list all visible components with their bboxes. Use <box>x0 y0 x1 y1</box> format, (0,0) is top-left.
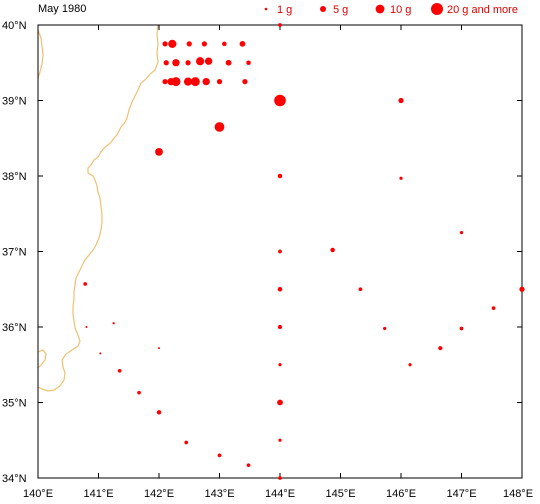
catch-marker <box>246 463 251 468</box>
catch-marker <box>383 326 387 331</box>
catch-marker <box>204 57 213 65</box>
catch-marker <box>408 363 412 367</box>
catch-marker <box>278 438 282 442</box>
catch-marker <box>399 176 403 180</box>
catch-marker <box>277 399 283 406</box>
catch-marker <box>278 476 282 480</box>
coastline-bay <box>37 349 47 369</box>
catch-marker <box>201 41 207 47</box>
legend-marker-5g <box>320 6 326 12</box>
y-tick-label: 38°N <box>2 171 27 183</box>
catch-marker <box>171 77 181 87</box>
legend-label-20g: 20 g and more <box>447 4 518 16</box>
x-tick-label: 146°E <box>386 488 416 500</box>
catch-marker <box>186 41 192 47</box>
catch-marker <box>398 97 404 104</box>
catch-marker <box>196 57 205 66</box>
catch-marker <box>217 453 222 458</box>
coastline <box>37 24 159 392</box>
x-tick-label: 148°E <box>503 488 533 500</box>
catch-marker <box>278 249 282 254</box>
x-tick-label: 141°E <box>83 488 113 500</box>
catch-marker <box>358 287 363 292</box>
catch-marker <box>278 23 282 27</box>
catch-marker <box>459 231 464 235</box>
legend: 1 g 5 g 10 g 20 g and more <box>264 3 518 16</box>
catch-marker <box>222 41 227 47</box>
catch-marker <box>163 60 169 66</box>
catch-marker <box>214 122 225 132</box>
catch-marker <box>162 79 168 85</box>
coastline-north <box>37 29 44 79</box>
catch-marker <box>117 368 122 373</box>
catch-marker <box>278 363 282 367</box>
legend-marker-20g <box>431 3 443 15</box>
catch-marker <box>239 40 246 47</box>
catch-marker <box>491 306 496 310</box>
catch-marker <box>112 322 115 325</box>
catch-marker <box>83 282 88 286</box>
catch-marker <box>172 59 180 67</box>
catch-marker <box>202 77 210 86</box>
catch-marker <box>184 440 189 445</box>
catch-marker <box>459 326 464 331</box>
catch-marker <box>183 77 193 86</box>
legend-marker-1g <box>264 7 268 11</box>
catch-marker <box>330 247 335 253</box>
catch-marker <box>155 147 163 156</box>
legend-label-5g: 5 g <box>333 4 348 16</box>
x-tick-label: 142°E <box>144 488 174 500</box>
catch-marker <box>277 173 283 179</box>
x-tick-label: 140°E <box>23 488 53 500</box>
y-tick-label: 40°N <box>2 20 27 32</box>
catch-marker <box>274 94 286 107</box>
y-tick-label: 35°N <box>2 398 27 410</box>
catch-marker <box>242 79 248 85</box>
catch-marker <box>216 79 223 85</box>
x-tick-label: 147°E <box>446 488 476 500</box>
catch-marker <box>190 77 200 87</box>
catch-marker <box>185 60 191 66</box>
legend-marker-10g <box>375 4 385 14</box>
catch-marker <box>137 390 141 395</box>
catch-marker <box>246 60 251 65</box>
catch-marker <box>99 352 102 355</box>
legend-label-1g: 1 g <box>277 4 292 16</box>
catch-marker <box>277 324 283 330</box>
catch-marker <box>519 286 525 292</box>
catch-marker <box>438 346 443 351</box>
x-tick-labels: 140°E 141°E 142°E 143°E 144°E 145°E 146°E 147°E… <box>23 488 533 500</box>
catch-marker <box>156 410 162 415</box>
catch-marker <box>85 325 88 329</box>
axis-ticks <box>37 24 523 479</box>
catch-markers <box>83 23 525 480</box>
catch-marker <box>162 41 168 47</box>
x-tick-label: 144°E <box>265 488 295 500</box>
catch-marker <box>225 59 232 66</box>
x-tick-label: 143°E <box>204 488 234 500</box>
y-tick-label: 34°N <box>2 473 27 485</box>
legend-label-10g: 10 g <box>390 4 411 16</box>
y-tick-labels: 34°N 35°N 36°N 37°N 38°N 39°N 40°N <box>2 20 27 485</box>
x-tick-label: 145°E <box>325 488 355 500</box>
y-tick-label: 36°N <box>2 322 27 334</box>
y-tick-label: 37°N <box>2 247 27 259</box>
map-title: May 1980 <box>38 3 86 15</box>
y-tick-label: 39°N <box>2 96 27 108</box>
catch-marker <box>277 287 283 292</box>
catch-marker <box>157 347 161 350</box>
catch-marker <box>168 39 177 48</box>
